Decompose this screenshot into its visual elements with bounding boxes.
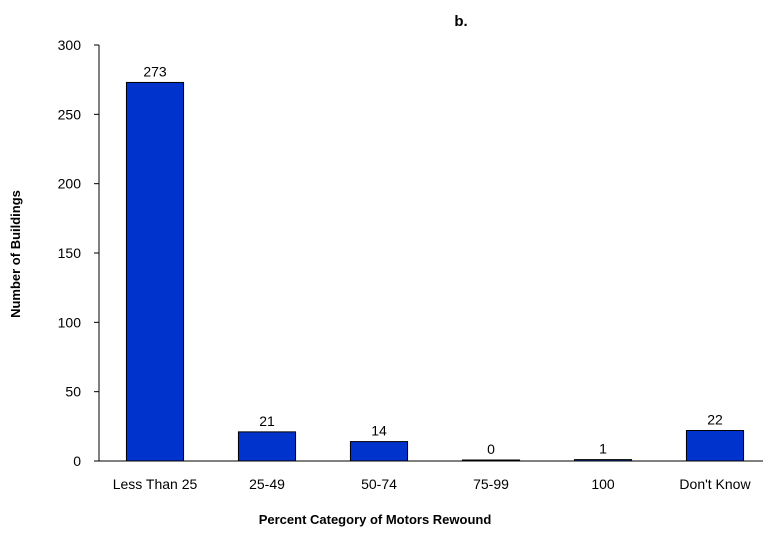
- x-tick-label: 50-74: [361, 476, 397, 492]
- y-tick-label: 200: [58, 176, 82, 192]
- x-tick-label: Less Than 25: [113, 476, 198, 492]
- data-label: 1: [599, 441, 607, 457]
- x-tick-label: Don't Know: [679, 476, 751, 492]
- data-label: 22: [707, 411, 723, 427]
- y-tick-label: 100: [58, 314, 82, 330]
- x-tick-label: 25-49: [249, 476, 285, 492]
- y-ticks: 0 50 100 150 200 250 300: [58, 37, 99, 469]
- x-axis-title: Percent Category of Motors Rewound: [259, 512, 492, 527]
- data-label: 273: [143, 63, 167, 79]
- bar: [685, 429, 745, 462]
- data-label: 14: [371, 423, 387, 439]
- bar: [125, 81, 185, 462]
- bar: [461, 459, 521, 462]
- data-labels: 273 21 14 0 1 22: [143, 63, 723, 457]
- y-tick-label: 0: [73, 453, 81, 469]
- y-tick-label: 50: [65, 384, 81, 400]
- chart-title: b.: [454, 13, 467, 30]
- bar: [237, 431, 297, 462]
- x-axis: Less Than 25 25-49 50-74 75-99 100 Don't Know: [99, 460, 763, 492]
- y-tick-label: 300: [58, 37, 82, 53]
- y-tick-label: 150: [58, 245, 82, 261]
- data-label: 0: [487, 441, 495, 457]
- bar: [573, 459, 633, 462]
- data-label: 21: [259, 413, 275, 429]
- y-axis: 0 50 100 150 200 250 300: [58, 37, 100, 469]
- bars: [125, 81, 745, 462]
- x-ticks: Less Than 25 25-49 50-74 75-99 100 Don't Know: [113, 476, 752, 492]
- y-tick-label: 250: [58, 106, 82, 122]
- x-tick-label: 75-99: [473, 476, 509, 492]
- bar: [349, 441, 409, 462]
- x-tick-label: 100: [591, 476, 615, 492]
- y-axis-title: Number of Buildings: [8, 190, 23, 318]
